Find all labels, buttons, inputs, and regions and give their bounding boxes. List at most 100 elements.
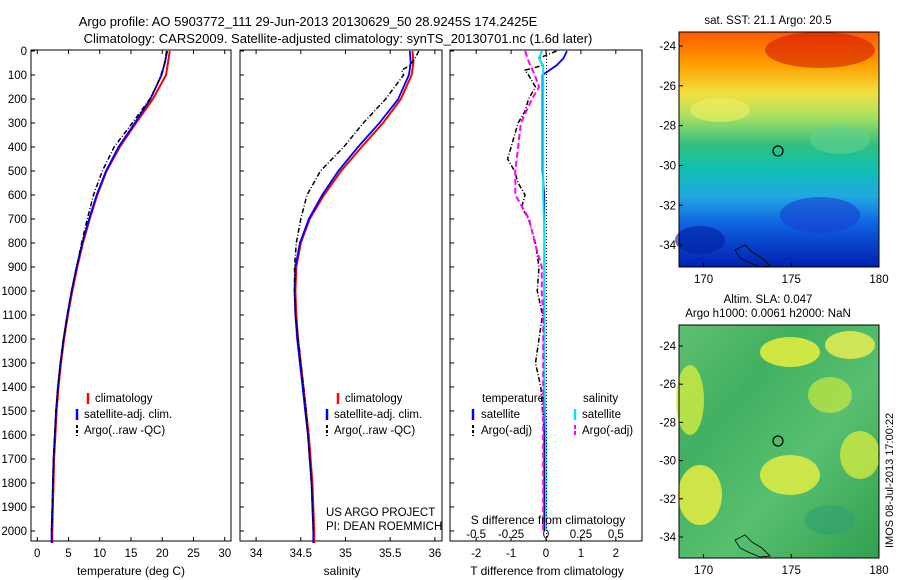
map-lat-label: -26 <box>659 81 676 93</box>
x-tick-label: -2 <box>471 548 481 560</box>
x-tick-label: 36 <box>428 548 441 560</box>
map-lat-label: -26 <box>659 379 676 391</box>
depth-tick-label: 1600 <box>1 430 27 442</box>
difference-x-label: T difference from climatology <box>470 564 624 578</box>
map-lon-label: 180 <box>869 565 888 577</box>
sst-map-frame <box>678 31 880 268</box>
map-lat-label: -28 <box>659 417 676 429</box>
argo-position-marker <box>772 145 784 157</box>
difference-legend: temperature salinity satellite Argo(-adj… <box>471 393 633 437</box>
salinity-legend: climatology satellite-adj. clim. Argo(..… <box>325 393 422 437</box>
sla-high-patch <box>760 337 820 367</box>
depth-tick-label: 1400 <box>1 382 27 394</box>
series-line-sal-satellite <box>537 50 547 531</box>
depth-tick-label: 1800 <box>1 478 27 490</box>
sst-patch <box>810 126 870 154</box>
depth-tick-label: 200 <box>8 94 27 106</box>
depth-tick-label: 1700 <box>1 454 27 466</box>
depth-tick-label: 700 <box>8 214 27 226</box>
x-tick-label: 10 <box>93 548 106 560</box>
legend-label: satellite <box>481 409 520 421</box>
coastline <box>734 244 771 268</box>
x-tick-label: 34 <box>250 548 263 560</box>
x-tick-label: 34.5 <box>290 548 312 560</box>
sla-map <box>676 324 880 559</box>
sst-map <box>675 31 880 268</box>
salinity-difference-top-axis: -0.5 -0.25 0 0.25 0.5 <box>466 529 624 541</box>
x-tick-label: 35 <box>339 548 352 560</box>
depth-tick-label: 800 <box>8 238 27 250</box>
sst-map-axes: -24 -26 -28 -30 -32 -34 170 175 180 <box>659 41 888 286</box>
header-line-1: Argo profile: AO 5903772_111 29-Jun-2013… <box>79 14 538 29</box>
sla-high-patch <box>808 377 852 413</box>
x-tick-label: 0 <box>34 548 40 560</box>
legend-label: climatology <box>95 393 153 405</box>
map-lon-label: 170 <box>694 274 713 286</box>
top-tick-label: 0.5 <box>608 529 624 541</box>
salinity-series-group <box>293 50 420 543</box>
legend-label: satellite-adj. clim. <box>334 409 422 421</box>
salinity-plot-frame <box>239 49 443 542</box>
difference-x-axis: -2 -1 0 1 2 <box>471 50 619 560</box>
sla-high-patch <box>825 331 875 359</box>
argo-position-marker <box>772 435 784 447</box>
map-lat-label: -32 <box>659 494 676 506</box>
sla-high-patch <box>676 365 704 435</box>
x-tick-label: 30 <box>218 548 231 560</box>
credit-pi: PI: DEAN ROEMMICH <box>326 521 442 533</box>
credit-project: US ARGO PROJECT <box>326 507 435 519</box>
top-tick-label: -0.25 <box>498 529 524 541</box>
map-lat-label: -24 <box>659 341 676 353</box>
top-tick-label: -0.5 <box>466 529 486 541</box>
temperature-x-label: temperature (deg C) <box>77 564 185 578</box>
map-lon-label: 170 <box>694 565 713 577</box>
imos-timestamp: IMOS 08-Jul-2013 17:00:22 <box>884 413 896 548</box>
series-line-argo <box>50 50 168 532</box>
temperature-series-group <box>50 50 171 543</box>
header-line-2: Climatology: CARS2009. Satellite-adjuste… <box>84 31 593 46</box>
sla-low-patch <box>805 505 855 535</box>
depth-tick-label: 1900 <box>1 502 27 514</box>
sla-high-patch <box>760 455 820 495</box>
coastline <box>734 534 771 558</box>
series-line-argo <box>293 50 420 532</box>
depth-tick-label: 100 <box>8 70 27 82</box>
salinity-x-label: salinity <box>324 564 361 578</box>
difference-top-label: S difference from climatology <box>471 513 626 527</box>
legend-label: climatology <box>345 393 403 405</box>
sla-high-patch <box>840 431 880 479</box>
depth-axis: 0 100 200 300 400 500 600 700 800 900 1000 1100 1200… <box>1 46 454 538</box>
x-tick-label: 0 <box>543 548 549 560</box>
legend-label: Argo(..raw -QC) <box>84 425 165 437</box>
legend-label: satellite-adj. clim. <box>84 409 172 421</box>
depth-tick-label: 1500 <box>1 406 27 418</box>
top-tick-label: 0 <box>543 529 549 541</box>
series-line-temp-argo <box>506 50 557 531</box>
sla-map-title-2: Argo h1000: 0.0061 h2000: NaN <box>685 308 851 320</box>
x-tick-label: 20 <box>156 548 169 560</box>
temperature-legend: climatology satellite-adj. clim. Argo(..… <box>75 393 172 437</box>
depth-tick-label: 600 <box>8 190 27 202</box>
map-lat-label: -30 <box>659 456 676 468</box>
series-line-sal-argo <box>514 50 545 531</box>
x-tick-label: 2 <box>613 548 619 560</box>
sla-map-frame <box>678 324 880 559</box>
depth-tick-label: 400 <box>8 142 27 154</box>
temperature-x-axis: 0 5 10 15 20 25 30 <box>34 50 231 560</box>
map-lat-label: -34 <box>659 532 676 544</box>
x-tick-label: -1 <box>506 548 516 560</box>
top-tick-label: 0.25 <box>570 529 592 541</box>
depth-tick-label: 2000 <box>1 526 27 538</box>
sla-map-axes: -24 -26 -28 -30 -32 -34 170 175 180 <box>659 341 888 577</box>
depth-tick-label: 300 <box>8 118 27 130</box>
sst-warm-patch <box>765 32 875 68</box>
legend-title-salinity: salinity <box>583 393 618 405</box>
x-tick-label: 35.5 <box>379 548 401 560</box>
depth-tick-label: 900 <box>8 262 27 274</box>
sst-patch <box>690 98 750 122</box>
series-line-satellite <box>50 50 169 543</box>
sst-cool-patch <box>675 226 725 254</box>
depth-tick-label: 1300 <box>1 358 27 370</box>
map-lat-label: -32 <box>659 200 676 212</box>
map-lon-label: 180 <box>869 274 888 286</box>
